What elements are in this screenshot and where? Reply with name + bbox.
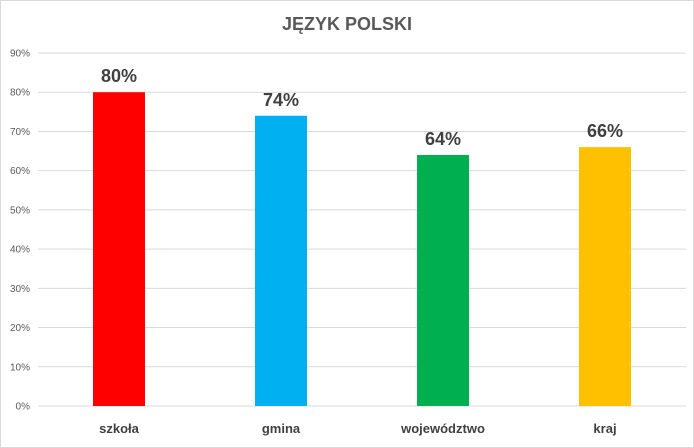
chart-title: JĘZYK POLSKI — [281, 14, 413, 34]
x-category-label: szkoła — [99, 421, 140, 436]
bar-szkoła — [93, 92, 145, 406]
bars — [93, 92, 631, 406]
y-tick-label: 80% — [10, 88, 30, 99]
data-label: 74% — [263, 90, 299, 110]
bar-województwo — [417, 154, 469, 406]
y-tick-label: 60% — [10, 166, 30, 177]
data-label: 66% — [587, 121, 623, 141]
y-tick-label: 10% — [10, 362, 30, 373]
y-tick-label: 20% — [10, 323, 30, 334]
bar-gmina — [255, 115, 307, 406]
y-tick-label: 50% — [10, 205, 30, 216]
y-tick-label: 70% — [10, 127, 30, 138]
y-axis-ticks: 0% 10% 20% 30% 40% 50% 60% 70% 80% 90% — [10, 49, 30, 413]
data-labels: 80% 74% 64% 66% — [101, 66, 623, 149]
x-category-label: kraj — [593, 421, 616, 436]
y-tick-label: 40% — [10, 245, 30, 256]
x-axis-categories: szkoła gmina województwo kraj — [99, 421, 616, 436]
x-category-label: gmina — [262, 421, 301, 436]
x-category-label: województwo — [400, 421, 485, 436]
gridlines — [38, 52, 686, 407]
data-label: 80% — [101, 66, 137, 86]
y-tick-label: 90% — [10, 49, 30, 60]
data-label: 64% — [425, 129, 461, 149]
y-tick-label: 30% — [10, 284, 30, 295]
y-tick-label: 0% — [16, 402, 31, 413]
bar-kraj — [579, 147, 631, 406]
